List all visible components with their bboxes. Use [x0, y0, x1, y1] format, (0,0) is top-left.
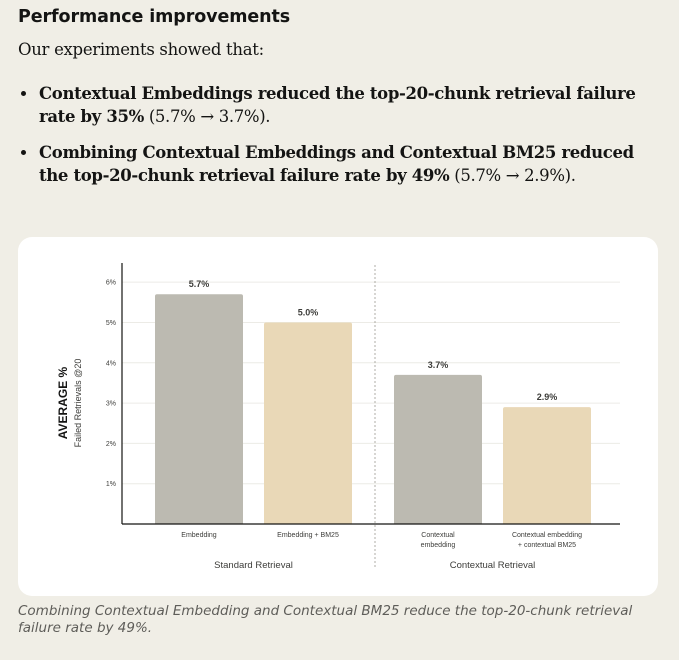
finding-emphasis: Combining Contextual Embeddings and Cont…	[39, 143, 634, 185]
section-heading: Performance improvements	[18, 7, 291, 27]
y-tick-label: 1%	[106, 481, 116, 488]
y-tick-label: 6%	[106, 280, 116, 287]
finding-detail: (5.7% → 3.7%).	[143, 107, 271, 126]
group-label: Contextual Retrieval	[450, 560, 536, 571]
x-tick-label: embedding	[421, 542, 456, 549]
x-tick-label: Embedding + BM25	[277, 532, 339, 539]
bar	[503, 407, 591, 524]
bar-value-label: 5.0%	[298, 307, 319, 317]
bar-value-label: 5.7%	[189, 279, 210, 289]
y-tick-label: 5%	[106, 320, 116, 327]
x-tick-label: Contextual embedding	[512, 532, 582, 539]
chart-card: 1% 2% 3% 4% 5% 6% 5.7% Embedding 5.0% Embedding +…	[18, 237, 658, 596]
intro-text: Our experiments showed that:	[18, 40, 264, 59]
bar	[155, 294, 243, 524]
finding-item: Combining Contextual Embeddings and Cont…	[18, 141, 668, 187]
y-axis-subtitle: Failed Retrievals @20	[73, 359, 83, 448]
x-tick-label: Contextual	[421, 532, 455, 539]
finding-detail: (5.7% → 2.9%).	[449, 166, 576, 185]
y-tick-label: 2%	[106, 441, 116, 448]
bar	[394, 374, 482, 524]
x-tick-label: Embedding	[181, 532, 217, 539]
finding-item: Contextual Embeddings reduced the top-20…	[18, 82, 668, 128]
y-axis-title: AVERAGE %	[56, 366, 70, 439]
bar-value-label: 2.9%	[537, 392, 558, 402]
bar-value-label: 3.7%	[428, 360, 449, 370]
figure-caption: Combining Contextual Embedding and Conte…	[18, 603, 633, 636]
retrieval-failure-chart: 1% 2% 3% 4% 5% 6% 5.7% Embedding 5.0% Embedding +…	[56, 263, 620, 571]
y-tick-label: 4%	[106, 360, 116, 367]
group-label: Standard Retrieval	[214, 560, 293, 571]
y-tick-label: 3%	[106, 401, 116, 408]
findings-list: Contextual Embeddings reduced the top-20…	[18, 82, 668, 200]
x-tick-label: + contextual BM25	[518, 542, 576, 549]
finding-emphasis: Contextual Embeddings reduced the top-20…	[39, 84, 636, 126]
bar	[264, 322, 352, 524]
